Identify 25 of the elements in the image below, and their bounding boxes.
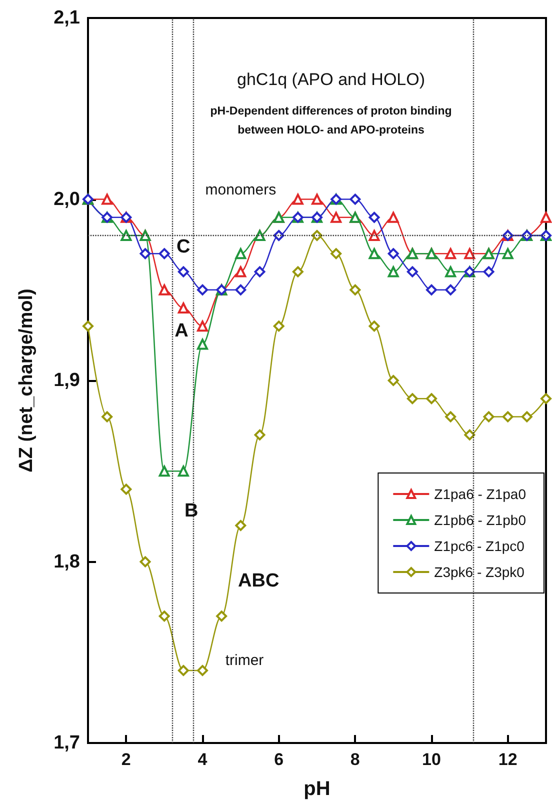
x-tick-label: 10 — [422, 750, 441, 769]
y-tick-label: 1,7 — [54, 732, 80, 754]
annotation: trimer — [225, 652, 264, 669]
legend-label: Z3pk6 - Z3pk0 — [434, 564, 525, 580]
legend-label: Z1pb6 - Z1pb0 — [434, 512, 526, 528]
y-tick-label: 1,8 — [54, 551, 80, 572]
x-tick-label: 2 — [121, 750, 131, 769]
x-tick-label: 6 — [274, 750, 284, 769]
annotation: A — [174, 320, 189, 342]
y-axis-title: ΔZ (net_charge/mol) — [16, 288, 37, 472]
annotation: monomers — [205, 182, 276, 199]
text: ghC1q (APO and HOLO) — [236, 70, 426, 89]
x-tick-label: 4 — [198, 750, 208, 769]
y-tick-label: 2,1 — [54, 8, 80, 28]
y-tick-label: 1,9 — [54, 370, 80, 391]
annotation: C — [176, 236, 191, 258]
legend-label: Z1pa6 - Z1pa0 — [434, 486, 526, 502]
x-tick-label: 12 — [498, 750, 518, 769]
annotation: ABC — [238, 570, 280, 592]
text: pH-Dependent differences of proton binding between HOLO- and APO-proteins — [210, 106, 452, 136]
y-tick-label: 2,0 — [54, 188, 80, 210]
x-tick-label: 8 — [350, 750, 360, 769]
x-axis-title: pH — [304, 778, 330, 800]
legend-label: Z1pc6 - Z1pc0 — [434, 538, 525, 554]
annotation: B — [184, 500, 198, 522]
